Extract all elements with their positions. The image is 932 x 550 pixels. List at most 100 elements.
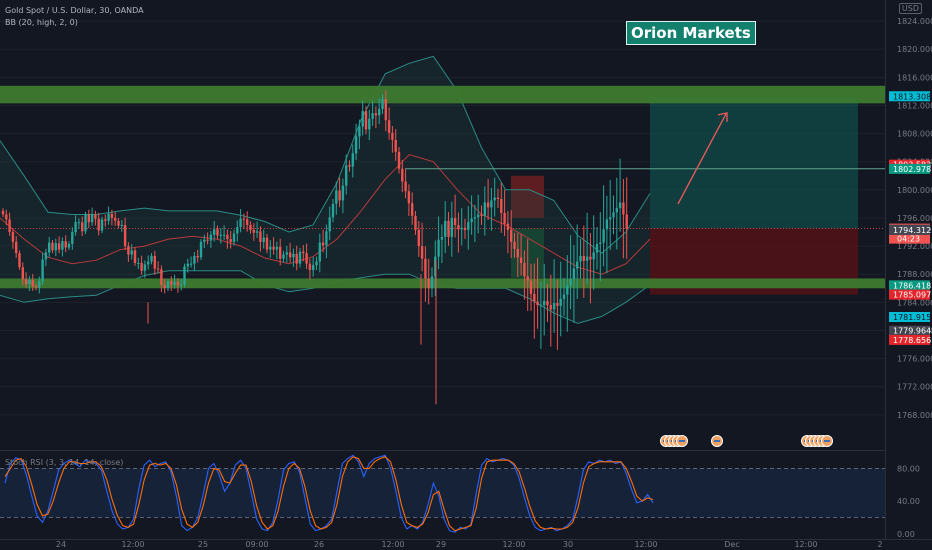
- rsi-tick-label: 80.00: [897, 464, 920, 473]
- candle-body: [361, 111, 364, 127]
- candle-body: [493, 197, 496, 201]
- candle-body: [556, 303, 559, 306]
- candle-body: [275, 246, 279, 250]
- candle-body: [549, 305, 552, 310]
- candle-body: [160, 269, 163, 285]
- candle-body: [378, 108, 381, 116]
- candle-body: [114, 217, 117, 221]
- candle-body: [170, 281, 173, 285]
- candle-body: [407, 191, 411, 204]
- candle-body: [242, 218, 246, 220]
- candle-body: [387, 120, 391, 133]
- candle-body: [450, 217, 453, 237]
- candle-body: [209, 234, 213, 241]
- candle-body: [48, 242, 51, 253]
- candle-body: [345, 165, 348, 186]
- candle-body: [325, 231, 328, 246]
- candle-body: [285, 252, 288, 255]
- candle-body: [447, 220, 450, 237]
- candle-body: [163, 284, 166, 289]
- candle-body: [411, 203, 414, 216]
- price-label: 1785.097: [893, 291, 931, 300]
- candle-body: [166, 281, 170, 289]
- candle-body: [104, 219, 107, 221]
- candle-body: [100, 219, 104, 231]
- candle-body: [259, 231, 262, 242]
- candle-body: [226, 234, 229, 240]
- candle-body: [213, 229, 216, 235]
- candle-body: [239, 218, 242, 228]
- candle-body: [599, 242, 602, 244]
- candle-body: [24, 279, 28, 285]
- candle-body: [424, 258, 427, 279]
- candle-body: [87, 214, 90, 223]
- candle-body: [120, 225, 123, 226]
- candle-body: [533, 293, 536, 302]
- event-flag-icon: [824, 440, 830, 442]
- candle-body: [460, 227, 463, 230]
- candle-body: [262, 237, 265, 242]
- candle-body: [470, 218, 473, 223]
- price-label-box: [889, 224, 930, 235]
- time-tick-label: 12:00: [502, 540, 525, 549]
- candle-body: [331, 203, 335, 218]
- candle-body: [539, 305, 543, 307]
- candle-body: [526, 276, 529, 281]
- trend-arrow: [677, 113, 727, 205]
- indicator-legend[interactable]: BB (20, high, 2, 0): [5, 18, 78, 27]
- candle-body: [249, 225, 252, 230]
- candle-body: [615, 208, 618, 213]
- candle-body: [354, 136, 358, 154]
- candle-body: [618, 202, 622, 209]
- symbol-title[interactable]: Gold Spot / U.S. Dollar, 30, OANDA: [5, 6, 144, 15]
- candle-body: [8, 219, 11, 233]
- candle-body: [453, 217, 457, 225]
- candle-body: [328, 217, 331, 232]
- bb-fill: [0, 56, 650, 324]
- candle-body: [31, 279, 34, 287]
- candle-body: [486, 202, 490, 208]
- stoch-rsi-legend[interactable]: Stoch RSI (3, 3, 14, 14, close): [5, 458, 124, 467]
- candle-body: [582, 255, 585, 261]
- time-tick-label: 12:00: [634, 540, 657, 549]
- candle-body: [269, 246, 272, 250]
- candle-body: [348, 165, 351, 167]
- candle-body: [71, 232, 74, 244]
- bb-basis-line: [0, 154, 651, 275]
- candle-body: [15, 241, 18, 254]
- candle-body: [176, 281, 180, 286]
- candle-body: [28, 279, 31, 285]
- candle-body: [463, 227, 467, 230]
- candle-body: [11, 232, 15, 242]
- candle-body: [41, 259, 44, 282]
- candle-body: [305, 253, 308, 264]
- candle-body: [81, 222, 84, 232]
- price-label: 1794.312: [893, 226, 931, 235]
- candle-body: [193, 255, 196, 264]
- candle-body: [434, 256, 437, 277]
- price-label: 1779.964: [893, 327, 931, 336]
- candle-body: [510, 229, 513, 242]
- price-label: 1781.915: [893, 313, 931, 322]
- candle-body: [622, 202, 625, 215]
- time-tick-label: 12:00: [121, 540, 144, 549]
- candle-body: [368, 118, 371, 130]
- candle-body: [457, 225, 460, 230]
- candle-body: [186, 263, 189, 267]
- price-tick-label: 1792.000: [897, 242, 932, 251]
- price-tick-label: 1796.000: [897, 214, 932, 223]
- time-tick-label: 30: [563, 540, 573, 549]
- currency-badge[interactable]: USD: [898, 3, 922, 14]
- candle-body: [143, 264, 147, 271]
- candle-body: [467, 222, 470, 230]
- candle-body: [559, 298, 562, 306]
- time-tick-label: 26: [314, 540, 324, 549]
- price-tick-label: 1808.000: [897, 130, 932, 139]
- candle-body: [513, 241, 516, 249]
- candle-body: [206, 239, 209, 241]
- candle-body: [265, 237, 269, 250]
- candle-body: [252, 229, 255, 233]
- candle-body: [199, 241, 203, 258]
- price-tick-label: 1788.000: [897, 270, 932, 279]
